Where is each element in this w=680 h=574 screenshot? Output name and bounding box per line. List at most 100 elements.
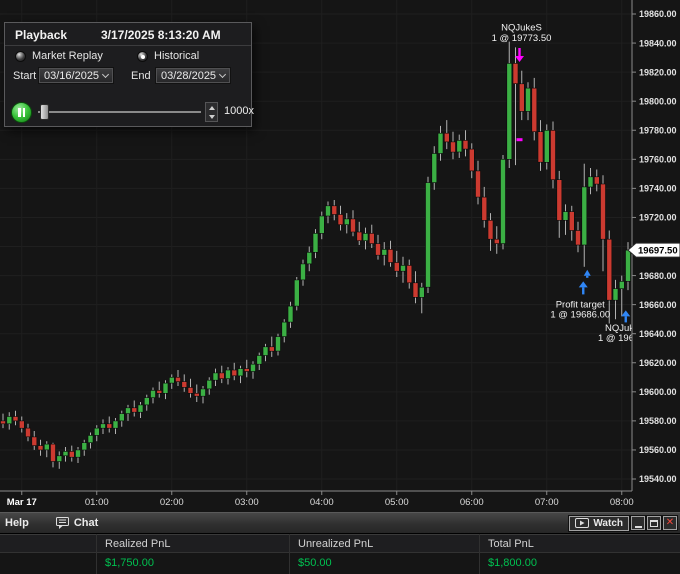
candle-body — [144, 397, 150, 406]
playback-panel: Playback 3/17/2025 8:13:20 AM Market Rep… — [4, 22, 254, 127]
candle-body — [237, 368, 244, 377]
pause-icon — [18, 108, 21, 117]
candle-body — [431, 153, 438, 183]
buy-arrow-icon — [583, 269, 591, 276]
watch-button[interactable]: Watch — [569, 515, 629, 531]
buy-arrow-icon — [578, 281, 588, 288]
candle-body — [125, 407, 131, 414]
candle-body — [212, 372, 219, 381]
speed-stepper[interactable] — [205, 102, 218, 122]
candle-body — [94, 427, 100, 436]
candle-body — [612, 288, 619, 301]
candle-body — [568, 211, 575, 231]
candle-body — [387, 249, 394, 263]
market-replay-radio[interactable] — [15, 51, 26, 62]
candle-body — [518, 83, 525, 112]
end-date-dropdown[interactable]: 03/28/2025 — [155, 67, 231, 84]
candle-body — [6, 416, 13, 425]
time-tick-label: 06:00 — [460, 497, 484, 508]
pnl-spacer-column — [0, 534, 97, 574]
speed-value: 1000x — [224, 105, 254, 117]
candle-body — [312, 233, 319, 253]
price-tick-label: 19860.00 — [639, 9, 677, 19]
candle-body — [443, 132, 450, 143]
pause-button[interactable] — [11, 102, 32, 123]
candle-body — [512, 63, 519, 85]
historical-label: Historical — [154, 50, 200, 62]
candle-body — [18, 420, 25, 429]
candle-body — [262, 346, 269, 356]
end-date-value: 03/28/2025 — [161, 69, 217, 82]
time-tick-label: 01:00 — [85, 497, 109, 508]
candle-body — [500, 159, 506, 244]
candle-body — [56, 455, 63, 462]
chat-menu[interactable]: Chat — [55, 517, 98, 529]
candle-body — [231, 369, 238, 377]
candle-body — [156, 390, 163, 394]
time-axis[interactable]: Mar 17 01:00 02:00 03:00 04:00 05:00 06:00 07:0… — [0, 490, 634, 508]
candle-body — [106, 423, 113, 429]
chat-icon — [55, 517, 69, 529]
watch-label: Watch — [593, 517, 623, 529]
total-pnl-column: Total PnL $1,800.00 — [480, 534, 680, 574]
price-tick-label: 19840.00 — [639, 38, 677, 48]
candle-body — [62, 451, 69, 457]
candle-body — [150, 390, 156, 398]
buy-arrow-icon — [586, 275, 589, 278]
close-icon: ✕ — [665, 517, 675, 528]
candle-body — [43, 443, 50, 451]
minimize-button[interactable] — [631, 516, 645, 530]
candle-body — [244, 368, 250, 372]
buy-arrow-icon — [621, 310, 631, 317]
speed-slider-track[interactable] — [38, 111, 201, 113]
time-tick-label: 05:00 — [385, 497, 409, 508]
start-date-dropdown[interactable]: 03/16/2025 — [38, 67, 114, 84]
pause-icon — [22, 108, 25, 117]
end-date-label: End — [131, 70, 151, 82]
candle-body — [575, 230, 581, 246]
candles-layer — [0, 41, 631, 469]
candle-body — [200, 388, 206, 397]
candle-body — [50, 443, 56, 462]
candle-body — [368, 233, 375, 244]
speed-slider-thumb[interactable] — [40, 104, 49, 120]
candle-body — [550, 130, 556, 181]
help-menu[interactable]: Help — [5, 517, 29, 529]
candle-body — [437, 132, 444, 154]
trade-marker-label: 1 @ 196 — [598, 333, 634, 344]
sell-arrow-icon — [518, 48, 521, 56]
candle-body — [306, 252, 313, 265]
candle-body — [100, 423, 106, 429]
candle-body — [225, 369, 231, 379]
price-tick-label: 19660.00 — [639, 300, 677, 310]
candle-body — [300, 263, 306, 281]
candle-body — [356, 231, 363, 241]
time-tick-label: 08:00 — [610, 497, 634, 508]
historical-radio[interactable] — [137, 51, 148, 62]
maximize-icon — [650, 519, 658, 527]
playback-controls-row: 1000x — [5, 101, 254, 125]
candle-body — [194, 392, 200, 397]
candle-body — [162, 382, 169, 394]
minimize-icon — [634, 525, 642, 528]
time-tick-label: 02:00 — [160, 497, 184, 508]
candle-body — [293, 279, 300, 307]
price-axis[interactable]: 19860.00 19840.00 19820.00 19800.00 19780.00… — [631, 0, 677, 491]
close-button[interactable]: ✕ — [663, 516, 677, 530]
candle-body — [531, 87, 538, 132]
watch-icon — [575, 518, 590, 528]
price-tick-label: 19620.00 — [639, 358, 677, 368]
price-tick-label: 19780.00 — [639, 125, 677, 135]
candle-body — [562, 211, 569, 221]
candle-body — [462, 140, 469, 150]
candle-body — [506, 63, 513, 160]
candle-body — [75, 449, 81, 458]
candle-body — [112, 420, 119, 429]
playback-current-time: 3/17/2025 8:13:20 AM — [101, 28, 221, 42]
total-pnl-header: Total PnL — [480, 534, 680, 553]
candle-body — [87, 435, 94, 443]
trade-marker-label: NQJukeS — [501, 23, 542, 34]
maximize-button[interactable] — [647, 516, 661, 530]
